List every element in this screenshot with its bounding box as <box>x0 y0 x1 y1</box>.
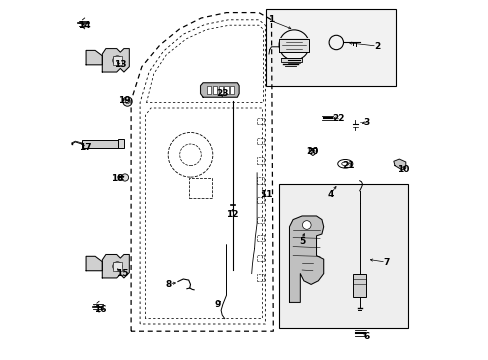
Text: 19: 19 <box>117 96 130 105</box>
Bar <box>257 274 264 281</box>
Bar <box>118 139 124 148</box>
Text: 18: 18 <box>111 174 124 183</box>
Bar <box>188 178 212 198</box>
Text: 3: 3 <box>363 118 369 127</box>
Bar <box>81 140 118 148</box>
Polygon shape <box>86 50 102 65</box>
Text: 10: 10 <box>396 165 408 174</box>
Text: 11: 11 <box>259 190 272 199</box>
Text: 21: 21 <box>342 161 354 170</box>
Text: 4: 4 <box>327 190 333 199</box>
Text: 15: 15 <box>116 269 128 278</box>
Bar <box>257 217 264 223</box>
Text: 20: 20 <box>306 147 319 156</box>
Bar <box>257 118 264 124</box>
Bar <box>257 138 264 144</box>
Text: 16: 16 <box>94 305 106 314</box>
Bar <box>280 58 302 62</box>
Text: 22: 22 <box>331 114 344 123</box>
Bar <box>257 235 264 241</box>
Text: 1: 1 <box>268 15 274 24</box>
Bar <box>206 86 211 94</box>
Text: 23: 23 <box>216 89 229 98</box>
Bar <box>257 197 264 203</box>
Bar <box>352 274 366 297</box>
Bar <box>230 86 234 94</box>
Bar <box>265 9 395 86</box>
Text: 13: 13 <box>114 60 126 69</box>
Circle shape <box>122 97 132 106</box>
Polygon shape <box>102 255 129 278</box>
Text: 2: 2 <box>374 42 380 51</box>
Bar <box>278 184 407 328</box>
Circle shape <box>113 56 122 65</box>
Circle shape <box>121 174 128 181</box>
Text: 5: 5 <box>298 237 305 246</box>
Bar <box>257 255 264 261</box>
Text: 12: 12 <box>225 210 238 219</box>
Polygon shape <box>86 256 102 271</box>
Bar <box>212 86 217 94</box>
Bar <box>257 177 264 184</box>
Polygon shape <box>102 49 129 72</box>
Text: 6: 6 <box>363 332 369 341</box>
Polygon shape <box>393 159 405 170</box>
Polygon shape <box>289 216 323 302</box>
Bar <box>113 262 122 271</box>
Circle shape <box>113 262 122 271</box>
Bar <box>113 56 122 65</box>
Circle shape <box>302 221 310 229</box>
Text: 14: 14 <box>78 21 90 30</box>
Circle shape <box>125 99 129 104</box>
Polygon shape <box>200 83 239 97</box>
Text: 17: 17 <box>79 143 92 152</box>
Bar <box>224 86 228 94</box>
Text: 9: 9 <box>214 300 220 309</box>
Text: 8: 8 <box>165 280 172 289</box>
Text: 7: 7 <box>383 258 389 267</box>
Bar <box>218 86 223 94</box>
Bar <box>257 157 264 164</box>
